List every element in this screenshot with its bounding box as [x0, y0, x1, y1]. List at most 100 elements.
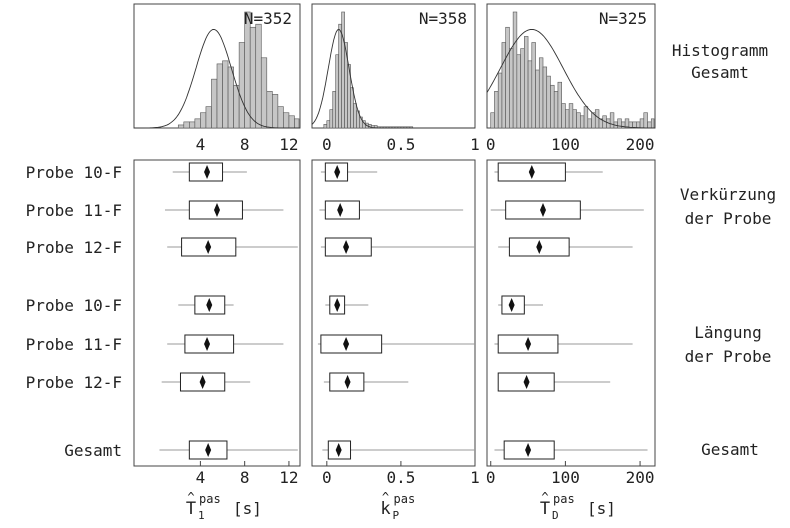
histogram-bar [535, 69, 540, 129]
median-marker [205, 240, 212, 254]
box-TD-row-1 [490, 200, 644, 220]
box-kP-row-2 [320, 237, 475, 257]
axis-label-unit: [s] [233, 499, 262, 518]
axis-label-superscript: pas [553, 492, 575, 506]
axis-label-symbol: T [540, 499, 550, 519]
panel-T1: N=352 4 8 12 4 8 12 T^ pas 1 [s] [133, 3, 301, 522]
histogram-bar [509, 48, 514, 129]
histogram-bar [583, 106, 589, 129]
histogram-bar [277, 106, 284, 129]
label-lengthening-line2: der Probe [685, 347, 772, 366]
axis-label-hat: ^ [541, 490, 548, 504]
label-histogram-line1: Histogramm [672, 41, 768, 60]
histogram-bar [335, 54, 339, 129]
axis-tick-label: 12 [279, 468, 298, 487]
histogram-bar [550, 84, 555, 129]
histogram-bar [222, 60, 229, 129]
histogram-bar [216, 63, 223, 129]
label-total-right: Gesamt [701, 440, 759, 459]
median-marker [214, 203, 220, 217]
row-label: Probe 11-F [26, 201, 122, 220]
box-TD-row-0 [494, 162, 603, 182]
histogram-bar [283, 112, 290, 129]
histogram-bar [323, 124, 328, 129]
histogram-tick-label: 8 [240, 135, 250, 154]
x-axis-label-kP: k^ pas P [380, 490, 415, 522]
median-marker [525, 443, 532, 457]
box-kP-row-3 [325, 295, 369, 315]
boxplot-frame [311, 159, 476, 467]
histogram-bar [565, 109, 570, 129]
axis-tick-label: 100 [551, 468, 580, 487]
histogram-bar [497, 72, 503, 129]
axis-label-subscript: D [552, 509, 559, 522]
histogram-tick-label: 0 [486, 135, 496, 154]
box-T1-row-0 [172, 162, 247, 182]
axis-label-subscript: 1 [198, 509, 205, 522]
axis-label-superscript: pas [394, 492, 416, 506]
histogram-bar [636, 121, 641, 129]
box-TD-row-6 [494, 440, 648, 460]
axis-label-subscript: P [393, 509, 400, 522]
histogram-bar [338, 23, 342, 129]
histogram-bar [177, 124, 185, 129]
histogram-bar [183, 121, 190, 129]
histogram-bar [568, 103, 574, 129]
axis-label-unit: [s] [587, 499, 616, 518]
histogram-bar [505, 26, 510, 129]
median-marker [335, 443, 342, 457]
histogram-bar [531, 42, 536, 129]
histogram-bar [294, 118, 300, 129]
histogram-bar [341, 11, 345, 129]
histogram-bar [647, 121, 652, 129]
median-marker [343, 337, 350, 351]
histogram-tick-label: 1 [470, 135, 480, 154]
label-lengthening-line1: Längung [694, 323, 761, 342]
histogram-bar [516, 54, 521, 129]
median-marker [206, 298, 213, 312]
histogram-bar [594, 109, 600, 129]
box-TD-row-4 [494, 334, 633, 354]
median-marker [334, 298, 341, 312]
axis-label-hat: ^ [382, 490, 389, 504]
box-T1-row-4 [167, 334, 284, 354]
sample-size-label: N=352 [244, 9, 292, 28]
panel-kP: N=358 0 0.5 1 0 0.5 1 k^ pas P [311, 3, 480, 522]
box-TD-row-5 [497, 372, 611, 392]
row-label: Probe 10-F [26, 163, 122, 182]
x-axis-label-T1: T^ pas 1 [s] [186, 490, 262, 522]
median-marker [334, 165, 341, 179]
histogram-bar [260, 57, 268, 129]
histogram-fit-curve [134, 28, 300, 129]
median-marker [205, 443, 212, 457]
axis-label-symbol: T [186, 499, 196, 519]
histogram-bar [553, 91, 559, 129]
box-T1-row-2 [167, 237, 298, 257]
histogram-bar [288, 115, 295, 129]
histogram-bar [244, 11, 251, 129]
iqr-box [320, 334, 383, 354]
box-kP-row-5 [323, 372, 409, 392]
axis-label-hat: ^ [187, 490, 194, 504]
boxplot-frame [133, 159, 301, 467]
histogram-bar [512, 11, 518, 129]
median-marker [204, 165, 211, 179]
histogram-tick-label: 0.5 [386, 135, 415, 154]
axis-tick-label: 0.5 [386, 468, 415, 487]
histogram-tick-label: 100 [551, 135, 580, 154]
row-label: Gesamt [64, 441, 122, 460]
box-TD-row-2 [498, 237, 633, 257]
box-kP-row-6 [322, 440, 475, 460]
histogram-bar [266, 91, 273, 129]
histogram-bar [576, 112, 581, 129]
histogram-bar [205, 106, 212, 129]
box-kP-row-4 [317, 334, 475, 354]
median-marker [528, 165, 535, 179]
median-marker [343, 240, 350, 254]
axis-tick-label: 0 [322, 468, 332, 487]
axis-tick-label: 1 [470, 468, 480, 487]
histogram-bar [227, 66, 234, 129]
histogram-bar [639, 118, 645, 129]
